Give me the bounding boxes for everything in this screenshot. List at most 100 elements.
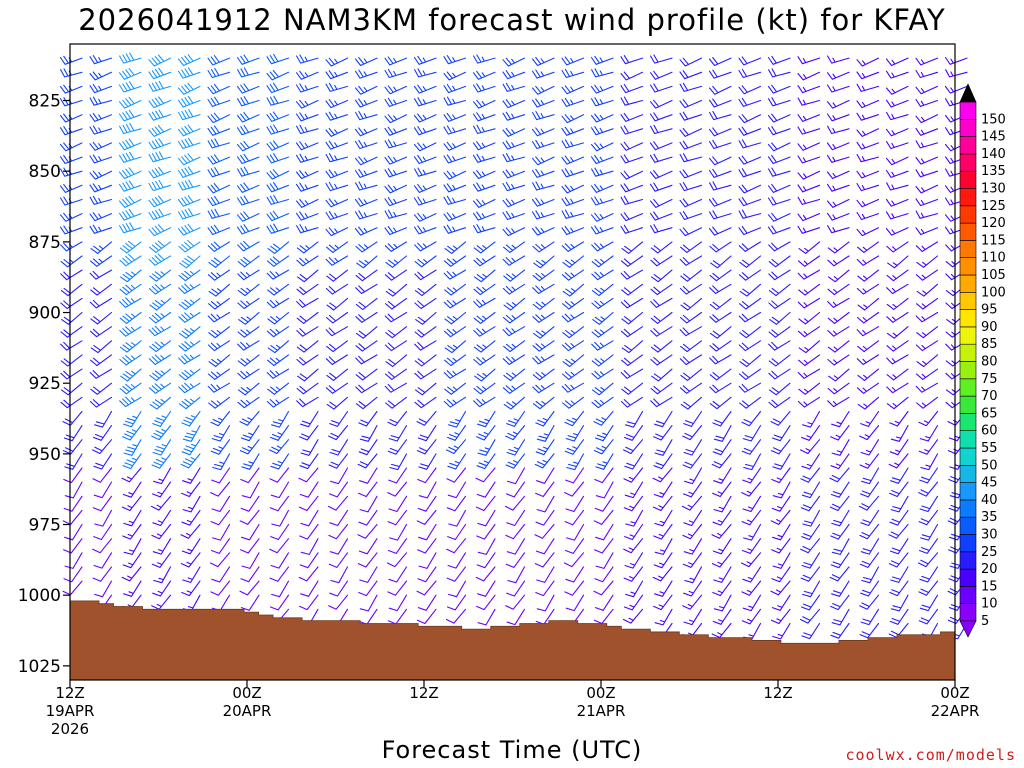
wind-barb: [152, 580, 172, 597]
wind-barb: [713, 594, 732, 612]
x-tick-label: 00Z: [586, 684, 615, 702]
wind-barb: [561, 114, 585, 124]
credit-link[interactable]: coolwx.com/models: [845, 746, 1016, 764]
wind-barb: [830, 622, 850, 639]
wind-barb: [472, 153, 496, 163]
wind-barb: [886, 111, 909, 121]
wind-barb: [92, 495, 113, 512]
wind-barb: [768, 255, 791, 268]
wind-barb: [797, 56, 821, 65]
wind-barb: [266, 95, 290, 106]
wind-barb: [443, 195, 467, 205]
wind-barb: [295, 153, 319, 163]
wind-barb: [237, 297, 260, 310]
wind-barb: [650, 124, 673, 135]
wind-barb: [649, 70, 673, 80]
wind-barb: [738, 209, 762, 219]
wind-barb: [886, 283, 909, 295]
wind-barb: [151, 594, 172, 610]
wind-barb: [475, 566, 496, 582]
wind-barb: [532, 110, 555, 121]
wind-barb: [413, 84, 437, 94]
wind-barb: [798, 311, 821, 325]
wind-barb: [561, 56, 585, 66]
wind-barb: [473, 255, 496, 267]
wind-barb: [270, 453, 290, 470]
wind-barb: [502, 70, 526, 80]
wind-barb: [590, 84, 614, 94]
wind-barb: [182, 594, 201, 612]
colorbar-label: 60: [981, 424, 998, 439]
wind-barb: [738, 269, 762, 281]
wind-barb: [650, 283, 673, 296]
wind-barb: [207, 340, 231, 352]
y-tick-label: 1025: [18, 657, 61, 677]
wind-barb: [889, 509, 909, 526]
wind-barb: [59, 142, 83, 152]
wind-barb: [915, 184, 939, 194]
wind-barb: [680, 241, 703, 253]
wind-barb: [566, 453, 585, 471]
wind-barb: [857, 396, 880, 410]
wind-barb: [712, 608, 732, 625]
wind-barb: [742, 495, 762, 513]
wind-barb: [239, 580, 260, 596]
wind-barb: [502, 111, 526, 121]
wind-barb: [738, 184, 762, 194]
wind-barb: [591, 368, 614, 380]
wind-barb: [177, 153, 201, 166]
wind-barb: [354, 127, 378, 137]
wind-barb: [680, 368, 703, 381]
wind-barb: [89, 326, 113, 338]
wind-barb: [358, 481, 378, 498]
wind-barb: [593, 580, 614, 596]
wind-barb: [60, 241, 83, 252]
colorbar-swatch: [959, 551, 977, 570]
wind-barb: [89, 112, 113, 122]
wind-barb: [591, 269, 614, 281]
wind-barb: [915, 269, 939, 281]
wind-barb: [650, 326, 673, 337]
wind-barb: [680, 269, 703, 282]
wind-barb: [624, 481, 644, 499]
wind-barb: [447, 453, 467, 470]
wind-barb: [915, 382, 939, 393]
wind-barb: [620, 55, 644, 65]
wind-barb: [271, 580, 290, 598]
wind-barb: [797, 196, 821, 205]
wind-barb: [561, 168, 585, 178]
wind-barb: [354, 98, 378, 108]
wind-barb: [859, 453, 880, 469]
wind-barb: [738, 155, 762, 165]
wind-barb: [502, 169, 526, 179]
wind-barb: [620, 326, 644, 338]
wind-barb: [118, 96, 142, 109]
wind-barb: [536, 566, 555, 583]
wind-barb: [827, 225, 850, 234]
wind-barb: [148, 208, 172, 221]
wind-barb: [241, 523, 260, 541]
wind-barb: [799, 608, 821, 624]
wind-barb: [89, 170, 113, 180]
wind-barb: [89, 396, 113, 408]
wind-barb: [709, 354, 732, 365]
wind-barb: [591, 354, 614, 367]
wind-barb: [413, 212, 437, 222]
wind-barb: [649, 198, 673, 208]
wind-barb: [532, 269, 555, 282]
wind-barb: [325, 382, 349, 394]
wind-barb: [119, 283, 142, 296]
wind-barb: [743, 523, 762, 541]
wind-barb: [767, 97, 791, 107]
wind-barb: [238, 311, 260, 325]
wind-barb: [592, 311, 614, 325]
wind-barb: [565, 467, 585, 484]
wind-barb: [505, 425, 526, 441]
wind-barb: [649, 141, 673, 151]
wind-barb: [89, 195, 113, 205]
wind-barb: [654, 509, 673, 527]
wind-barb: [447, 523, 467, 541]
wind-barb: [856, 283, 880, 295]
wind-barb: [531, 197, 555, 207]
wind-barb: [859, 622, 880, 639]
